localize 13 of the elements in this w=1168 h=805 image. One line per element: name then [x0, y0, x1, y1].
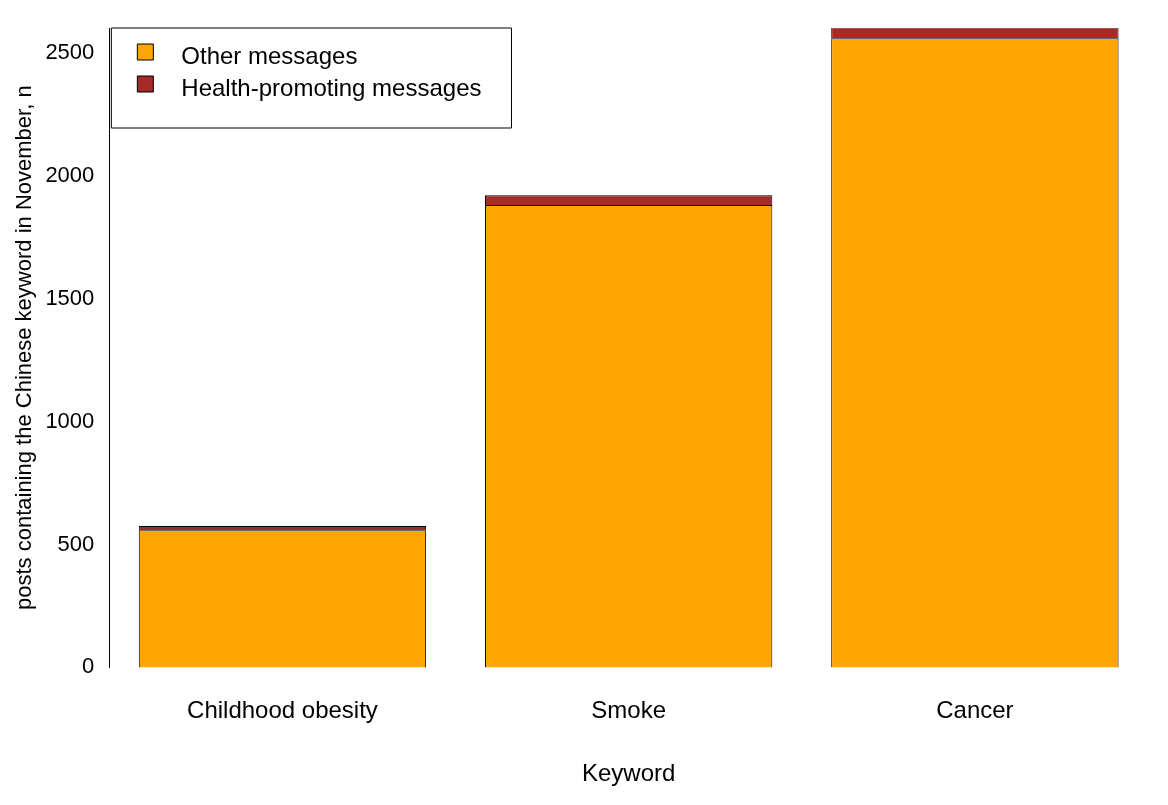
y-tick-label: 2500	[45, 38, 95, 64]
x-tick-label: Cancer	[936, 696, 1014, 724]
x-tick-label: Smoke	[591, 696, 667, 724]
legend-label: Other messages	[181, 42, 358, 69]
y-tick-label: 0	[82, 653, 95, 679]
y-tick-label: 500	[57, 530, 95, 556]
legend-label: Health-promoting messages	[181, 74, 482, 101]
y-tick-label: 2000	[45, 161, 95, 187]
y-tick-label: 1500	[45, 284, 95, 310]
y-axis-title: posts containing the Chinese keyword in November, n	[11, 85, 37, 611]
y-tick-label: 1000	[45, 407, 95, 433]
x-tick-label: Childhood obesity	[187, 696, 378, 724]
x-axis-title: Keyword	[581, 759, 676, 787]
